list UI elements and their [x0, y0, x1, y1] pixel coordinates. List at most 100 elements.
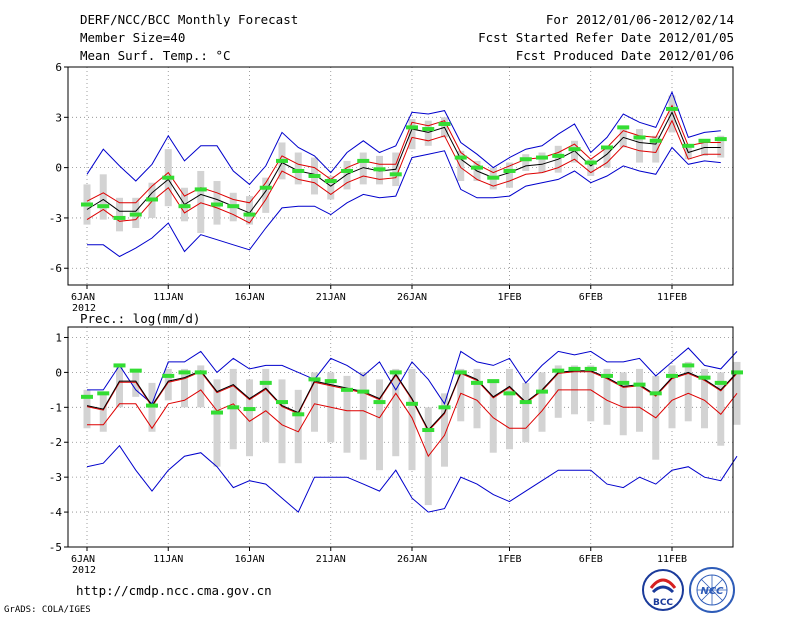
prec-observed-mark	[617, 380, 630, 385]
prec-ensemble-box	[408, 368, 416, 471]
prec-ensemble-box	[343, 375, 351, 453]
prec-ytick-label: -1	[49, 401, 62, 414]
prec-observed-mark	[259, 380, 272, 385]
temp-ensemble-box	[343, 160, 351, 190]
temp-ensemble-box	[294, 152, 302, 185]
temp-xtick-label: 1FEB	[497, 292, 521, 303]
temp-observed-mark	[113, 215, 126, 220]
temp-xtick-label: 6JAN	[71, 292, 95, 303]
prec-ensemble-box	[473, 368, 481, 429]
temp-xtick-year: 2012	[72, 303, 96, 314]
prec-xtick-label: 6FEB	[579, 554, 603, 565]
temp-observed-mark	[194, 187, 207, 192]
precip-panel-title: Prec.: log(mm/d)	[80, 311, 201, 326]
prec-xtick-label: 26JAN	[397, 554, 427, 565]
temp-ensemble-box	[538, 152, 546, 173]
prec-observed-mark	[601, 373, 613, 378]
temp-observed-mark	[471, 165, 483, 170]
temp-observed-mark	[97, 204, 110, 209]
temp-observed-mark	[617, 125, 630, 130]
source-url[interactable]: http://cmdp.ncc.cma.gov.cn	[76, 583, 272, 598]
grads-credit: GrADS: COLA/IGES	[4, 605, 91, 615]
temp-ensemble-box	[408, 118, 416, 150]
prec-observed-mark	[471, 380, 483, 385]
temp-observed-mark	[487, 175, 500, 180]
temp-ensemble-box	[571, 140, 578, 163]
prec-ensemble-box	[294, 389, 302, 464]
temp-observed-mark	[454, 155, 467, 160]
prec-observed-mark	[666, 373, 678, 378]
ncc-logo-text: NCC	[700, 586, 724, 597]
prec-observed-mark	[97, 391, 110, 396]
prec-observed-mark	[406, 401, 418, 406]
prec-xtick-label: 11FEB	[657, 554, 687, 565]
prec-ensemble-box	[441, 393, 448, 467]
temp-ensemble-box	[99, 174, 107, 220]
temp-observed-mark	[357, 158, 370, 163]
temp-observed-mark	[438, 122, 451, 127]
temp-observed-mark	[698, 138, 711, 143]
prec-ensemble-box	[278, 379, 286, 464]
prec-observed-mark	[146, 403, 158, 408]
temp-ensemble-box	[116, 197, 123, 232]
temp-ytick-label: -3	[49, 212, 62, 225]
temp-observed-mark	[552, 153, 565, 158]
temp-observed-mark	[341, 168, 353, 173]
prec-ensemble-box	[717, 372, 725, 446]
prec-ytick-label: -4	[49, 506, 63, 519]
ncc-logo: NCC	[688, 566, 736, 614]
prec-observed-mark	[341, 387, 353, 392]
temp-ytick-label: 6	[55, 61, 62, 74]
temp-xtick-label: 26JAN	[397, 292, 427, 303]
temp-ensemble-box	[457, 150, 465, 182]
temp-frame	[67, 66, 734, 286]
prec-ensemble-box	[213, 379, 221, 467]
temp-ensemble-box	[522, 154, 530, 171]
prec-observed-mark	[389, 370, 402, 375]
temp-ensemble-box	[197, 170, 205, 234]
prec-ensemble-box	[164, 368, 172, 401]
temp-lower-line	[86, 119, 721, 224]
prec-ensemble-box	[506, 368, 513, 450]
temp-observed-mark	[519, 157, 532, 162]
prec-xtick-label: 16JAN	[234, 554, 264, 565]
temp-observed-mark	[682, 143, 695, 148]
prec-observed-mark	[698, 375, 711, 380]
prec-xtick-label: 1FEB	[497, 554, 521, 565]
forecast-period: For 2012/01/06-2012/02/14	[545, 12, 734, 27]
temp-xtick-label: 11JAN	[153, 292, 183, 303]
prec-ensemble-box	[311, 372, 318, 432]
chart-title: DERF/NCC/BCC Monthly Forecast	[80, 12, 299, 27]
member-size: Member Size=40	[80, 30, 186, 45]
prec-ensemble-box	[603, 368, 611, 425]
prec-observed-mark	[113, 363, 126, 368]
prec-ensemble-box	[668, 365, 676, 429]
temp-observed-mark	[406, 125, 418, 130]
prec-observed-mark	[422, 428, 435, 433]
temp-ensemble-box	[262, 177, 270, 213]
prec-ensemble-box	[489, 379, 497, 453]
prec-ytick-label: -5	[49, 541, 62, 554]
temp-observed-mark	[178, 204, 191, 209]
prec-observed-mark	[714, 380, 727, 385]
prec-ensemble-box	[181, 368, 188, 408]
prec-ensemble-box	[83, 389, 91, 429]
temp-ensemble-box	[619, 125, 627, 148]
prec-observed-mark	[227, 405, 240, 410]
prec-observed-mark	[211, 410, 223, 415]
prec-ensemble-box	[457, 368, 465, 422]
prec-ensemble-box	[392, 368, 400, 457]
temp-upper-line	[86, 104, 721, 204]
prec-xtick-label: 11JAN	[153, 554, 183, 565]
bcc-logo-text: BCC	[653, 598, 673, 608]
temp-xtick-label: 11FEB	[657, 292, 687, 303]
temp-max-line	[86, 90, 721, 186]
prec-xtick-label: 6JAN	[71, 554, 95, 565]
variable-label: Mean Surf. Temp.: °C	[80, 48, 231, 63]
temp-observed-mark	[146, 197, 158, 202]
prec-frame	[67, 326, 734, 548]
prec-observed-mark	[649, 391, 662, 396]
temp-mean-line	[86, 111, 721, 214]
prec-ytick-label: -2	[49, 436, 62, 449]
